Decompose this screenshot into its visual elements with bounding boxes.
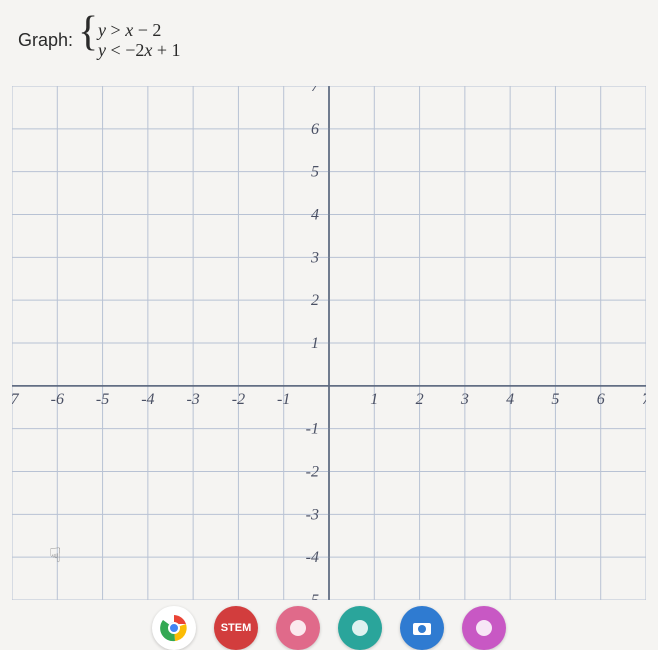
dock-app-app4[interactable] (338, 606, 382, 650)
inequality-system: { y > x − 2 y < −2x + 1 (82, 20, 180, 61)
dock-app-camera[interactable] (400, 606, 444, 650)
svg-text:-1: -1 (306, 421, 319, 438)
grid-svg[interactable]: -7-6-5-4-3-2-112345677654321-1-2-3-4-5 (12, 86, 646, 600)
coordinate-grid[interactable]: -7-6-5-4-3-2-112345677654321-1-2-3-4-5 ☟ (12, 86, 646, 600)
dock-app-chrome[interactable] (152, 606, 196, 650)
svg-text:-2: -2 (232, 391, 245, 408)
svg-text:7: 7 (642, 391, 646, 408)
svg-text:6: 6 (597, 391, 605, 408)
svg-text:3: 3 (310, 249, 319, 266)
brace-glyph: { (78, 14, 98, 50)
svg-text:-1: -1 (277, 391, 290, 408)
svg-text:5: 5 (551, 391, 559, 408)
svg-text:-4: -4 (141, 391, 154, 408)
inequality-1: y > x − 2 (98, 20, 161, 40)
app-dock: STEM (0, 598, 658, 636)
dock-app-app6[interactable] (462, 606, 506, 650)
svg-text:1: 1 (311, 335, 319, 352)
svg-text:5: 5 (311, 164, 319, 181)
dock-app-app3[interactable] (276, 606, 320, 650)
svg-text:6: 6 (311, 121, 319, 138)
svg-text:-3: -3 (186, 391, 199, 408)
svg-text:4: 4 (506, 391, 514, 408)
svg-text:3: 3 (460, 391, 469, 408)
svg-text:1: 1 (370, 391, 378, 408)
svg-text:4: 4 (311, 207, 319, 224)
graph-prompt: Graph: { y > x − 2 y < −2x + 1 (18, 20, 181, 61)
svg-text:2: 2 (311, 292, 319, 309)
dock-app-stem[interactable]: STEM (214, 606, 258, 650)
svg-text:-6: -6 (51, 391, 64, 408)
svg-text:-2: -2 (306, 464, 319, 481)
svg-text:-7: -7 (12, 391, 20, 408)
svg-text:-5: -5 (96, 391, 109, 408)
inequality-2: y < −2x + 1 (98, 40, 180, 60)
svg-text:-4: -4 (306, 549, 319, 566)
svg-text:2: 2 (416, 391, 424, 408)
prompt-label: Graph: (18, 30, 73, 51)
svg-text:-3: -3 (306, 506, 319, 523)
svg-text:7: 7 (311, 86, 320, 95)
